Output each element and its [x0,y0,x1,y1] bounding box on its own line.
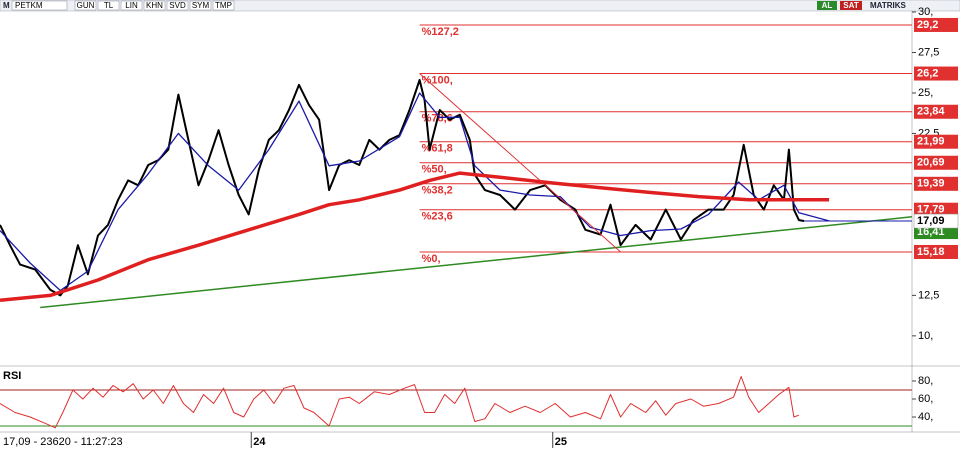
series-line [419,73,621,253]
buy-label[interactable]: AL [822,1,833,10]
buy-button[interactable] [817,1,837,10]
trend-value-label: 16,41 [917,226,945,238]
series-line [40,216,913,309]
logo: M [3,1,10,10]
series-line [0,79,805,297]
brand: MATRIKS [870,1,907,10]
y-tick-label: 27,5 [918,46,939,58]
fib-name: %38,2 [422,185,453,197]
toolbar: M PETKM AL SAT MATRIKS [0,0,960,12]
toolbar-button-label[interactable]: TL [104,1,114,10]
last-price-box [913,213,959,229]
fib-name: %61,8 [422,143,453,155]
last-price-label: 17,09 [917,215,945,227]
fib-value-box [914,155,958,170]
fib-value-label: 17,79 [917,204,945,216]
fib-value-box [914,244,958,259]
fib-value-box [914,202,958,217]
y-tick-label: 60, [918,393,933,405]
symbol[interactable]: PETKM [15,1,43,10]
fib-value-label: 20,69 [917,157,945,169]
fib-value-box [914,104,958,119]
toolbar-button-label[interactable]: SYM [192,1,210,10]
fib-value-box [914,134,958,149]
toolbar-button[interactable] [97,0,120,11]
toolbar-button[interactable] [120,0,143,11]
x-tick-label: 24 [253,436,266,448]
series-line [0,171,830,302]
toolbar-button-label[interactable]: TMP [215,1,232,10]
status: 17,09 - 23620 - 11:27:23 [3,436,123,448]
y-tick-label: 80, [918,375,933,387]
fib-value-label: 23,84 [917,106,945,118]
fib-value-label: 29,2 [917,19,938,31]
toolbar-button[interactable] [166,0,189,11]
y-tick-label: 40, [918,411,933,423]
fib-value-label: 26,2 [917,67,938,79]
fib-value-label: 21,99 [917,136,945,148]
fib-name: %127,2 [422,26,459,38]
fib-name: %100, [422,74,453,86]
toolbar-button-label[interactable]: KHN [146,1,163,10]
sell-label[interactable]: SAT [843,1,859,10]
symbol-box[interactable] [11,0,68,11]
y-tick-label: 30, [918,6,933,18]
fib-value-box [914,176,958,191]
trend-value-box [914,225,958,240]
x-tick-label: 25 [555,436,567,448]
fib-value-label: 15,18 [917,246,945,258]
toolbar-button[interactable] [74,0,97,11]
fib-value-box [914,17,958,32]
y-tick-label: 25, [918,87,933,99]
y-tick-label: 12,5 [918,289,939,301]
fib-name: %23,6 [422,211,453,223]
series-line [0,92,830,292]
fib-value-label: 19,39 [917,178,945,190]
fib-name: %50, [422,164,447,176]
toolbar-button-label[interactable]: LIN [125,1,138,10]
toolbar-button-label[interactable]: SVD [169,1,186,10]
y-tick-label: 10, [918,330,933,342]
toolbar-bg [0,0,960,12]
toolbar-button[interactable] [189,0,212,11]
fib-name: %0, [422,253,441,265]
toolbar-button-label[interactable]: GUN [77,1,95,10]
toolbar-button[interactable] [143,0,166,11]
sell-button[interactable] [840,1,862,10]
fib-value-box [914,66,958,81]
panel-title: RSI [3,370,21,382]
toolbar-button[interactable] [212,0,235,11]
series-line [0,376,800,429]
